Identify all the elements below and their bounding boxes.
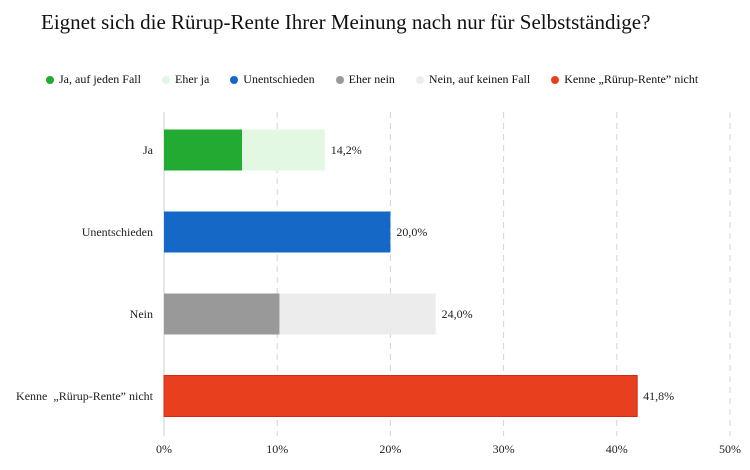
data-label: 24,0% [442,307,473,321]
x-tick-label: 30% [493,442,515,456]
legend-item-eher-nein[interactable]: Eher nein [335,72,395,87]
legend-marker-icon [335,75,344,84]
legend-item-kenne-ruerup-rente-nicht[interactable]: Kenne „Rürup-Rente” nicht [551,72,698,87]
legend-label: Ja, auf jeden Fall [59,72,141,86]
legend-marker-icon [551,75,560,84]
bar-segment [163,375,638,417]
x-tick-label: 40% [606,442,628,456]
legend-label: Kenne „Rürup-Rente” nicht [564,72,699,86]
legend-label: Eher nein [348,72,395,86]
category-label: Nein [130,307,153,321]
x-tick-label: 0% [156,442,172,456]
category-label: Ja [143,143,154,157]
legend-marker-icon [46,75,54,84]
bar-segment [279,293,436,335]
data-label: 14,2% [331,143,362,157]
x-tick-label: 10% [266,442,288,456]
bar-segment [242,129,325,171]
x-tick-label: 50% [719,442,741,456]
x-tick-label: 20% [379,442,401,456]
legend-item-ja-auf-jeden-fall[interactable]: Ja, auf jeden Fall [46,72,141,87]
legend-marker-icon [230,75,239,84]
category-label: Unentschieden [82,225,153,239]
legend-marker-icon [415,75,424,84]
legend-label: Unentschieden [243,72,315,86]
legend-label: Eher ja [174,72,210,86]
legend-marker-icon [161,75,170,84]
bar-segment [164,293,280,335]
legend-item-nein-auf-keinen-fall[interactable]: Nein, auf keinen Fall [415,72,531,87]
legend-item-unentschieden[interactable]: Unentschieden [230,72,315,87]
chart-title: Eignet sich die Rürup-Rente Ihrer Meinun… [41,10,651,34]
data-label: 41,8% [643,389,674,403]
chart-legend: Ja, auf jeden Fall Eher ja Unentschieden… [46,72,719,87]
data-label: 20,0% [396,225,427,239]
legend-label: Nein, auf keinen Fall [428,72,531,86]
bar-segment [164,211,391,253]
legend-item-eher-ja[interactable]: Eher ja [161,72,210,87]
bar-segment [164,129,243,171]
category-label: Kenne „Rürup-Rente” nicht [16,389,154,403]
